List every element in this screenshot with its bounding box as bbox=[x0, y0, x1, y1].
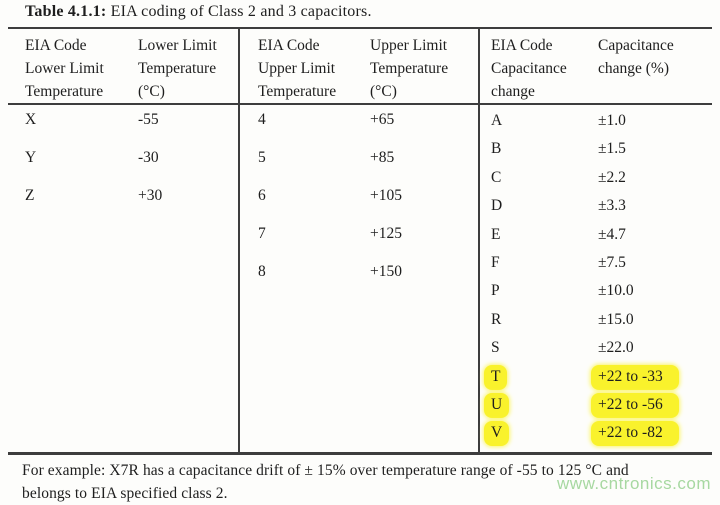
highlight-marker: U bbox=[484, 392, 510, 418]
column-header-capacitance-change-pct: Capacitance change (%) bbox=[598, 37, 674, 77]
table-row: 6 +105 bbox=[258, 187, 402, 204]
table-footnote: For example: X7R has a capacitance drift… bbox=[22, 459, 714, 505]
table-row: 4 +65 bbox=[258, 111, 395, 128]
footnote-line1: For example: X7R has a capacitance drift… bbox=[22, 462, 629, 479]
column-header-eia-code-lower: EIA Code Lower Limit Temperature bbox=[25, 37, 104, 100]
table-row: F ±7.5 bbox=[491, 253, 626, 271]
table-group-lower-limit: EIA Code Lower Limit Temperature Lower L… bbox=[8, 29, 238, 452]
table-row: R ±15.0 bbox=[491, 310, 634, 328]
table-row: 7 +125 bbox=[258, 225, 402, 242]
group-header: EIA Code Capacitance change Capacitance … bbox=[480, 29, 712, 105]
table-row-highlighted: V +22 to -82 bbox=[480, 421, 712, 449]
group-body: A ±1.0 B ±1.5 C ±2.2 D ±3.3 E ±4.7 F ±7.… bbox=[480, 105, 712, 450]
column-header-eia-code-capacitance: EIA Code Capacitance change bbox=[491, 37, 567, 100]
group-body: X -55 Y -30 Z +30 bbox=[8, 105, 238, 223]
table-row: E ±4.7 bbox=[491, 225, 626, 243]
footnote-line2: belongs to EIA specified class 2. bbox=[22, 485, 228, 502]
table-row: 5 +85 bbox=[258, 149, 395, 166]
table-row: X -55 bbox=[25, 111, 159, 128]
highlight-marker: +22 to -56 bbox=[591, 392, 679, 418]
group-header: EIA Code Lower Limit Temperature Lower L… bbox=[8, 29, 238, 105]
table-row: C ±2.2 bbox=[491, 168, 626, 186]
table-caption-text: EIA coding of Class 2 and 3 capacitors. bbox=[110, 3, 372, 20]
table-row: D ±3.3 bbox=[491, 197, 626, 215]
column-header-eia-code-upper: EIA Code Upper Limit Temperature bbox=[258, 37, 337, 100]
table-caption: Table 4.1.1: EIA coding of Class 2 and 3… bbox=[25, 3, 372, 21]
table-group-capacitance-change: EIA Code Capacitance change Capacitance … bbox=[478, 29, 712, 452]
table-row: Z +30 bbox=[25, 187, 163, 204]
table-row-highlighted: T +22 to -33 bbox=[480, 364, 712, 393]
highlight-marker: V bbox=[484, 421, 510, 447]
watermark-text: www.cntronics.com bbox=[557, 474, 711, 493]
group-body: 4 +65 5 +85 6 +105 7 +125 8 +150 bbox=[240, 105, 478, 299]
eia-coding-table: EIA Code Lower Limit Temperature Lower L… bbox=[8, 27, 712, 455]
highlight-marker: +22 to -82 bbox=[591, 421, 679, 447]
table-row-highlighted: U +22 to -56 bbox=[480, 392, 712, 421]
table-group-upper-limit: EIA Code Upper Limit Temperature Upper L… bbox=[238, 29, 478, 452]
highlight-marker: T bbox=[484, 364, 508, 390]
table-row: 8 +150 bbox=[258, 263, 402, 280]
table-row: Y -30 bbox=[25, 149, 159, 166]
group-header: EIA Code Upper Limit Temperature Upper L… bbox=[240, 29, 478, 105]
highlight-marker: +22 to -33 bbox=[591, 364, 679, 390]
table-row: B ±1.5 bbox=[491, 140, 626, 158]
table-caption-number: Table 4.1.1: bbox=[25, 3, 107, 20]
column-header-lower-limit-temp: Lower Limit Temperature (°C) bbox=[138, 37, 217, 100]
table-row: A ±1.0 bbox=[491, 112, 626, 129]
column-header-upper-limit-temp: Upper Limit Temperature (°C) bbox=[370, 37, 449, 100]
table-row: P ±10.0 bbox=[491, 282, 634, 300]
table-row: S ±22.0 bbox=[491, 339, 634, 357]
